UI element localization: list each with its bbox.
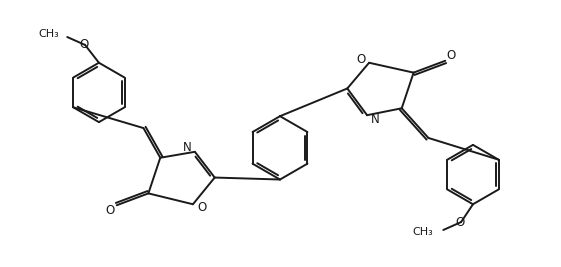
Text: O: O: [357, 53, 366, 66]
Text: O: O: [447, 49, 456, 62]
Text: O: O: [105, 204, 114, 217]
Text: O: O: [197, 201, 206, 214]
Text: N: N: [183, 141, 191, 154]
Text: O: O: [456, 215, 465, 229]
Text: O: O: [80, 38, 89, 52]
Text: N: N: [371, 113, 379, 126]
Text: CH₃: CH₃: [413, 227, 434, 237]
Text: CH₃: CH₃: [39, 29, 59, 39]
